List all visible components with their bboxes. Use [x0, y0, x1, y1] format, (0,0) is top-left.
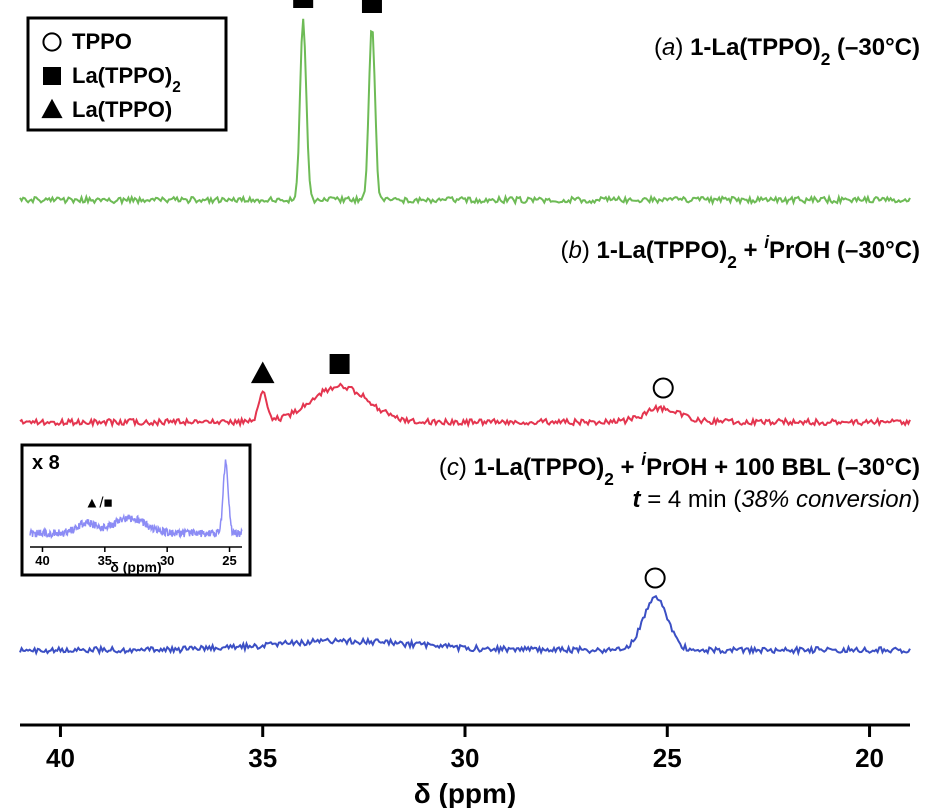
- svg-text:TPPO: TPPO: [72, 29, 132, 54]
- svg-text:(a) 1-La(TPPO)2 (–30°C): (a) 1-La(TPPO)2 (–30°C): [654, 34, 920, 69]
- svg-text:25: 25: [222, 553, 236, 568]
- svg-text:δ (ppm): δ (ppm): [414, 778, 517, 808]
- svg-text:40: 40: [35, 553, 49, 568]
- svg-text:20: 20: [855, 743, 884, 773]
- svg-text:x 8: x 8: [32, 452, 60, 474]
- svg-text:▲/■: ▲/■: [85, 494, 113, 511]
- svg-text:δ (ppm): δ (ppm): [110, 559, 161, 575]
- svg-text:t = 4 min (38% conversion): t = 4 min (38% conversion): [633, 486, 920, 513]
- svg-text:30: 30: [160, 553, 174, 568]
- svg-text:30: 30: [451, 743, 480, 773]
- svg-text:(b) 1-La(TPPO)2 + iPrOH (–30°C: (b) 1-La(TPPO)2 + iPrOH (–30°C): [561, 232, 920, 272]
- svg-text:(c) 1-La(TPPO)2 + iPrOH + 100: (c) 1-La(TPPO)2 + iPrOH + 100 BBL (–30°C…: [439, 449, 920, 489]
- nmr-spectra-figure: 40 35 30 25 20 δ (ppm) (a) 1-La(TPPO)2 (–30°C)…: [0, 0, 929, 808]
- svg-text:25: 25: [653, 743, 682, 773]
- svg-text:La(TPPO): La(TPPO): [72, 97, 172, 122]
- spectra-svg: 40 35 30 25 20 δ (ppm) (a) 1-La(TPPO)2 (–30°C)…: [0, 0, 929, 808]
- svg-text:40: 40: [46, 743, 75, 773]
- svg-text:35: 35: [248, 743, 277, 773]
